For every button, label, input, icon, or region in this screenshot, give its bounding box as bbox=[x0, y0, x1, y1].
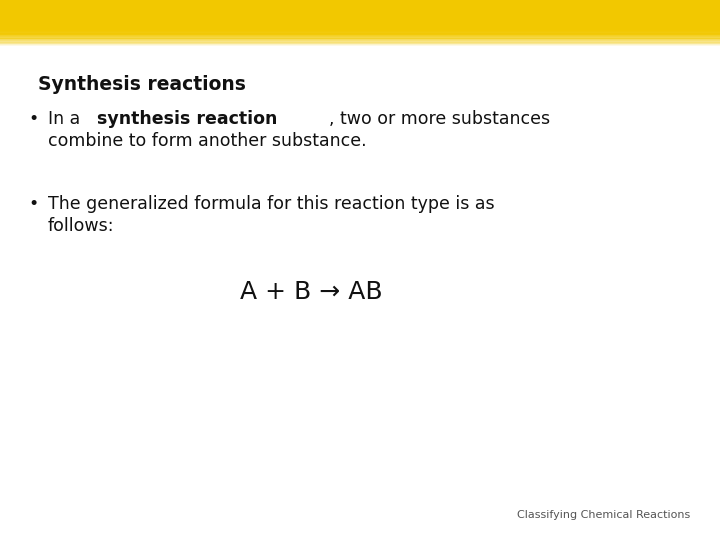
Bar bbox=[0, 30, 720, 31]
Bar bbox=[0, 30, 720, 31]
Text: Classifying Chemical Reactions: Classifying Chemical Reactions bbox=[517, 510, 690, 520]
Bar bbox=[0, 38, 720, 39]
Bar bbox=[0, 35, 720, 36]
Text: •: • bbox=[28, 110, 38, 128]
Text: combine to form another substance.: combine to form another substance. bbox=[48, 132, 366, 150]
Bar bbox=[0, 44, 720, 45]
Bar bbox=[0, 33, 720, 34]
Bar bbox=[0, 29, 720, 30]
Bar bbox=[0, 42, 720, 43]
Bar bbox=[0, 45, 720, 46]
Bar bbox=[0, 33, 720, 34]
Bar bbox=[0, 34, 720, 35]
Bar bbox=[0, 32, 720, 33]
Bar bbox=[0, 43, 720, 44]
Bar bbox=[0, 40, 720, 41]
Bar bbox=[0, 36, 720, 37]
Text: In a: In a bbox=[48, 110, 86, 128]
Bar bbox=[0, 28, 720, 29]
Bar bbox=[0, 44, 720, 45]
Bar bbox=[0, 32, 720, 33]
Bar bbox=[0, 29, 720, 30]
Bar bbox=[0, 36, 720, 37]
Bar bbox=[0, 43, 720, 44]
Bar bbox=[0, 31, 720, 32]
Bar bbox=[0, 37, 720, 38]
Text: Synthesis reactions: Synthesis reactions bbox=[38, 75, 246, 94]
Text: •: • bbox=[28, 195, 38, 213]
Bar bbox=[0, 34, 720, 35]
Text: The generalized formula for this reaction type is as: The generalized formula for this reactio… bbox=[48, 195, 495, 213]
Bar bbox=[0, 0, 720, 28]
Bar bbox=[0, 31, 720, 32]
Text: A + B → AB: A + B → AB bbox=[240, 280, 382, 304]
Bar bbox=[0, 37, 720, 38]
Bar bbox=[0, 45, 720, 46]
Bar bbox=[0, 39, 720, 40]
Bar bbox=[0, 41, 720, 42]
Text: follows:: follows: bbox=[48, 217, 114, 235]
Text: synthesis reaction: synthesis reaction bbox=[96, 110, 277, 128]
Bar bbox=[0, 38, 720, 39]
Bar bbox=[0, 39, 720, 40]
Bar bbox=[0, 42, 720, 43]
Bar bbox=[0, 35, 720, 36]
Bar bbox=[0, 40, 720, 42]
Text: , two or more substances: , two or more substances bbox=[330, 110, 551, 128]
